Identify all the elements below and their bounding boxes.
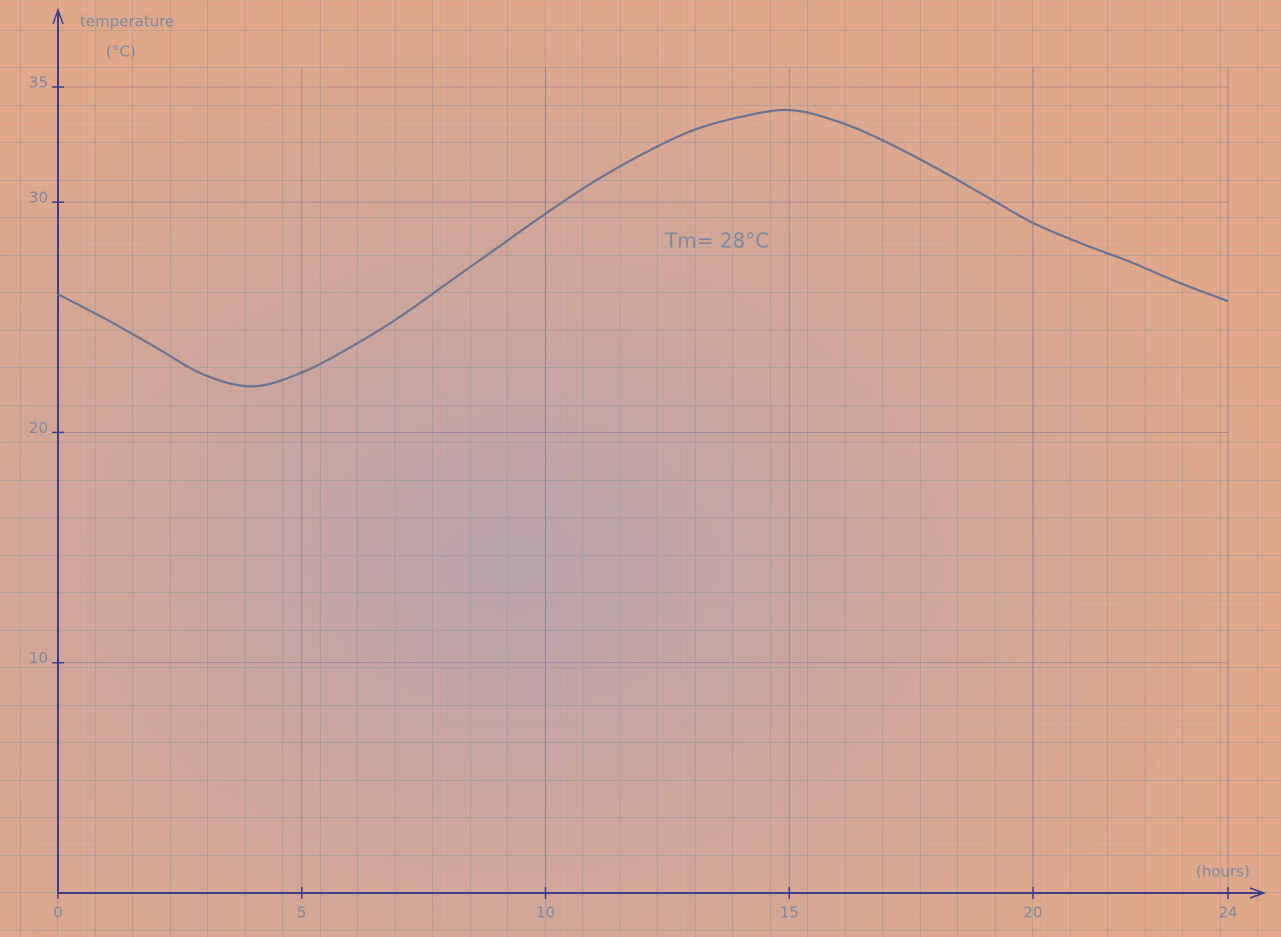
x-tick-label: 5 [297,904,307,922]
y-tick-label: 30 [29,189,48,207]
x-axis-label: (hours) [1196,863,1250,881]
x-tick-label: 15 [780,904,799,922]
page: temperature (°C) (hours) Tm= 28°C 0 5 10 15… [0,0,1281,937]
y-axis-unit: (°C) [106,43,136,61]
paper-grid-major [0,0,1281,937]
x-tick-label: 20 [1023,904,1042,922]
y-tick-label: 20 [29,419,48,437]
x-tick-label: 24 [1218,904,1237,922]
y-tick-label: 35 [29,74,48,92]
y-axis-label: temperature [80,13,174,31]
chart: temperature (°C) (hours) Tm= 28°C 0 5 10 15… [0,0,1281,937]
annotation: Tm= 28°C [664,229,769,253]
y-tick-label: 10 [29,649,48,667]
x-tick-label: 0 [53,904,63,922]
x-tick-label: 10 [536,904,555,922]
